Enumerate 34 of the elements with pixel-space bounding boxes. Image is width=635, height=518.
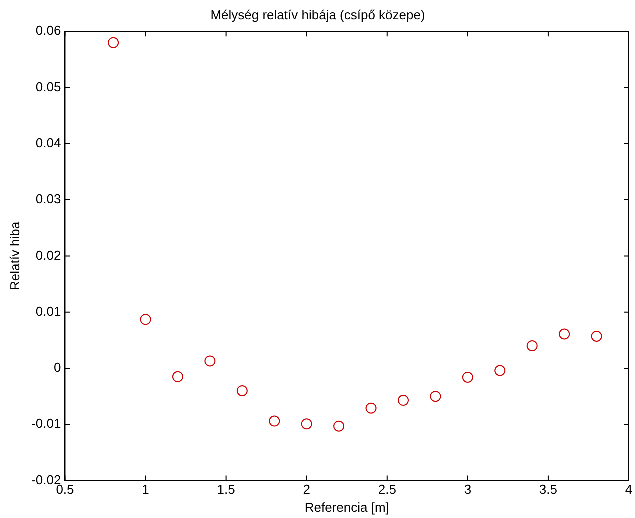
point: [236, 385, 248, 396]
y-tick-label: 0.02: [36, 248, 62, 263]
x-tick-label: 2: [303, 482, 310, 498]
point: [559, 328, 570, 340]
x-axis-title: Referencia [m]: [304, 500, 390, 515]
point: [398, 395, 409, 406]
point: [301, 418, 312, 430]
point: [269, 416, 280, 427]
y-tick-label: 0.04: [36, 135, 62, 150]
y-tick-label: -0.01: [32, 416, 62, 432]
chart-title: Mélység relatív hibája (csípő közepe): [210, 7, 426, 22]
x-tick-label: 1: [142, 482, 150, 498]
point: [430, 391, 442, 402]
point: [204, 356, 216, 367]
point: [334, 420, 345, 432]
point: [172, 371, 184, 382]
y-tick-label: 0.01: [36, 304, 62, 319]
y-tick-label: 0: [54, 360, 62, 376]
x-tick-label: 3.5: [539, 482, 558, 498]
y-axis-title: Relatív hiba: [7, 221, 22, 291]
point: [591, 330, 602, 342]
x-tick-label: 2.5: [378, 482, 396, 498]
y-tick-label: 0.05: [36, 79, 62, 94]
point: [526, 340, 538, 352]
x-tick-label: 4: [625, 482, 633, 498]
point: [462, 372, 474, 383]
y-tick-label: 0.03: [36, 192, 62, 207]
point: [108, 37, 120, 48]
point: [140, 314, 152, 326]
x-tick-label: 1.5: [217, 482, 236, 498]
x-tick-label: 3: [464, 482, 472, 498]
point: [366, 402, 377, 414]
y-tick-label: 0.06: [36, 23, 62, 38]
point: [494, 365, 506, 376]
